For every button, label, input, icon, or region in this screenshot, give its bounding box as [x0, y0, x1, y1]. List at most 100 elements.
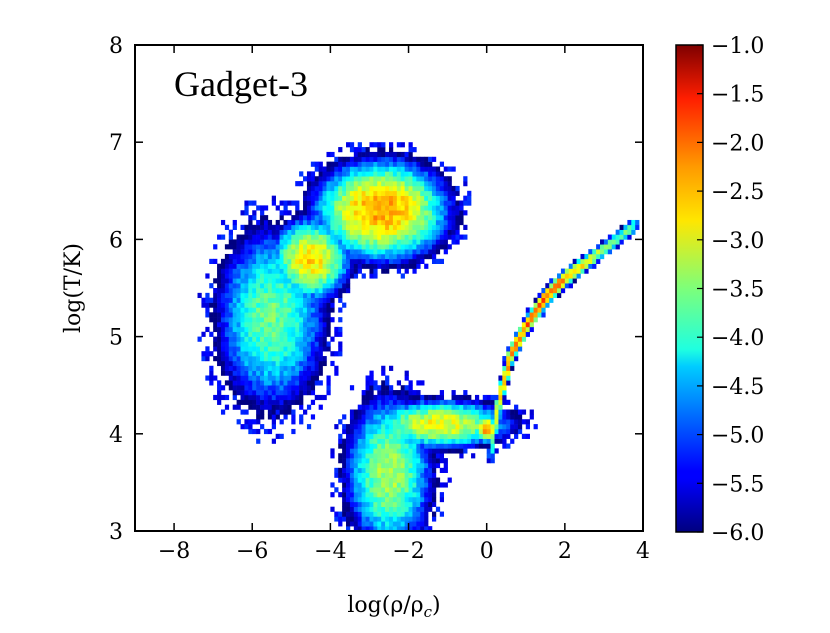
heatmap-cell [451, 234, 456, 240]
heatmap-cell [263, 394, 269, 401]
heatmap-cell [236, 273, 241, 279]
heatmap-cell [291, 385, 296, 391]
heatmap-cell [279, 239, 284, 245]
heatmap-cell [369, 414, 374, 420]
heatmap-cell [236, 336, 241, 342]
heatmap-cell [287, 317, 292, 323]
x-tick-label: −4 [314, 539, 346, 564]
heatmap-cell [244, 341, 249, 347]
heatmap-cell [342, 156, 347, 162]
heatmap-cell [463, 424, 468, 430]
heatmap-cell [295, 394, 300, 401]
heatmap-cell [447, 200, 452, 206]
heatmap-cell [392, 181, 398, 187]
heatmap-cell [279, 312, 284, 318]
heatmap-cell [385, 263, 390, 269]
heatmap-cell [455, 234, 460, 240]
heatmap-cell [361, 171, 366, 177]
heatmap-cell [467, 428, 472, 435]
heatmap-cell [537, 292, 542, 299]
heatmap-cell [525, 424, 530, 430]
heatmap-cell [248, 312, 253, 318]
heatmap-cell [322, 234, 327, 240]
heatmap-cell [295, 263, 300, 269]
heatmap-cell [514, 419, 519, 425]
heatmap-cell [224, 278, 230, 284]
heatmap-cell [220, 341, 226, 347]
heatmap-cell [435, 234, 441, 240]
heatmap-cell [447, 181, 452, 187]
heatmap-cell [400, 385, 405, 391]
heatmap-cell [447, 477, 452, 483]
heatmap-cell [408, 477, 413, 483]
heatmap-cell [271, 380, 276, 386]
heatmap-cell [369, 516, 374, 522]
heatmap-cell [385, 467, 390, 473]
heatmap-cell [381, 268, 386, 274]
heatmap-cell [439, 258, 445, 264]
heatmap-cell [408, 263, 413, 269]
heatmap-cell [389, 142, 394, 148]
heatmap-cell [447, 215, 452, 221]
heatmap-cell [361, 482, 366, 488]
heatmap-cell [455, 424, 460, 430]
heatmap-cell [517, 341, 523, 347]
heatmap-cell [213, 278, 218, 284]
heatmap-cell [279, 409, 284, 415]
heatmap-cell [381, 258, 386, 264]
heatmap-cell [404, 234, 409, 240]
heatmap-cell [330, 492, 335, 498]
heatmap-cell [377, 200, 382, 206]
heatmap-cell [400, 210, 405, 216]
heatmap-cell [291, 234, 296, 240]
heatmap-cell [424, 424, 429, 430]
heatmap-cell [381, 404, 386, 410]
heatmap-cell [220, 322, 226, 328]
heatmap-cell [580, 258, 585, 264]
heatmap-cell [260, 215, 265, 221]
heatmap-cell [314, 356, 319, 362]
heatmap-cell [306, 341, 312, 347]
heatmap-cell [416, 399, 421, 405]
heatmap-cell [435, 181, 441, 187]
heatmap-cell [486, 443, 491, 449]
heatmap-cell [396, 380, 402, 386]
heatmap-cell [463, 224, 468, 230]
heatmap-cell [424, 239, 429, 245]
heatmap-cell [435, 185, 441, 192]
heatmap-cell [377, 428, 382, 435]
heatmap-cell [459, 414, 464, 420]
heatmap-cell [314, 176, 319, 182]
heatmap-cell [279, 229, 284, 235]
heatmap-cell [271, 346, 276, 352]
x-tick-label: −2 [392, 539, 424, 564]
heatmap-cell [463, 181, 468, 187]
heatmap-cell [381, 506, 386, 512]
heatmap-cell [303, 336, 308, 342]
heatmap-cell [498, 414, 503, 420]
x-axis-label: log(ρ/ρc) [347, 593, 440, 621]
heatmap-cell [275, 317, 280, 323]
heatmap-cell [443, 433, 448, 439]
heatmap-cell [326, 326, 331, 333]
heatmap-cell [357, 526, 362, 532]
heatmap-cell [299, 307, 304, 313]
heatmap-cell [443, 229, 448, 235]
heatmap-cell [435, 438, 441, 444]
heatmap-cell [279, 399, 284, 405]
heatmap-cell [451, 219, 456, 226]
heatmap-cell [279, 215, 284, 221]
heatmap-cell [275, 404, 280, 410]
heatmap-cell [377, 181, 382, 187]
heatmap-cell [529, 317, 534, 323]
heatmap-cell [627, 224, 632, 230]
heatmap-cell [396, 190, 402, 196]
heatmap-cell [263, 283, 269, 289]
heatmap-cell [283, 409, 288, 415]
heatmap-cell [396, 171, 402, 177]
heatmap-cell [459, 409, 464, 415]
heatmap-cell [267, 390, 273, 396]
heatmap-cell [431, 195, 437, 201]
heatmap-cell [357, 521, 362, 527]
heatmap-cell [361, 161, 366, 167]
